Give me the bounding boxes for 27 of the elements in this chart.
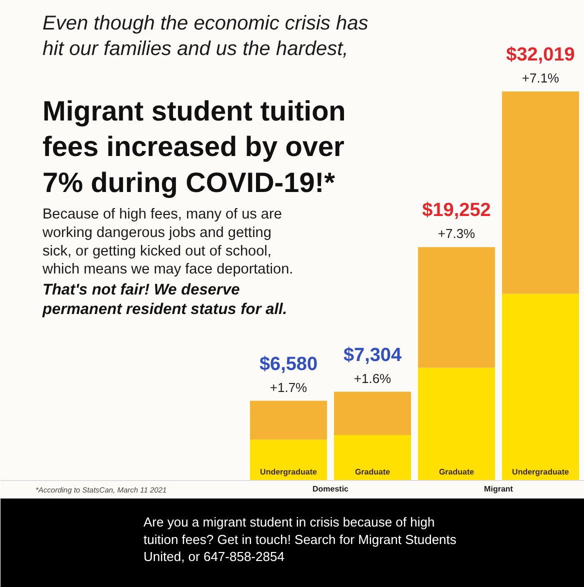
bar: [250, 440, 327, 480]
text: Migrant student tuition fees increased by over 7% during COVID-19!*: [42, 96, 346, 198]
text: Are you a migrant student in crisis because of high tuition fees? Get in touch! Search for Migrant Students United, or 647-858-2854: [144, 514, 457, 564]
bar: [418, 368, 495, 480]
x-tick-label: Undergraduate: [260, 468, 318, 476]
annotation: $7,304: [343, 344, 402, 366]
x-tick-label: Undergraduate: [512, 468, 570, 476]
bar: [334, 434, 411, 480]
annotation: $19,252: [422, 200, 491, 222]
text: Domestic: [312, 484, 350, 494]
text: $32,019: [506, 44, 575, 66]
chart-subtitle: Even though the economic crisis has hit our families and us the hardest,: [42, 12, 368, 60]
bar: [502, 294, 579, 480]
annotation: Because of high fees, many of us are working dangerous jobs and getting sick, or getting kicked out of school, which means we may face deportation.: [42, 206, 294, 278]
bar: [502, 92, 579, 294]
annotation: +1.7%: [270, 380, 308, 395]
bar: [334, 392, 411, 435]
x-tick-label: Graduate: [354, 468, 391, 476]
annotation: +7.3%: [438, 226, 476, 242]
x-tick-label: Graduate: [438, 468, 475, 476]
annotation: $6,580: [259, 354, 318, 375]
text: Migrant: [484, 484, 514, 494]
text: +7.1%: [522, 70, 560, 86]
annotation: +1.6%: [354, 370, 392, 386]
annotation: That's not fair! We deserve permanent resident status for all.: [42, 282, 288, 318]
bar: [418, 247, 495, 368]
bar: [250, 400, 327, 440]
